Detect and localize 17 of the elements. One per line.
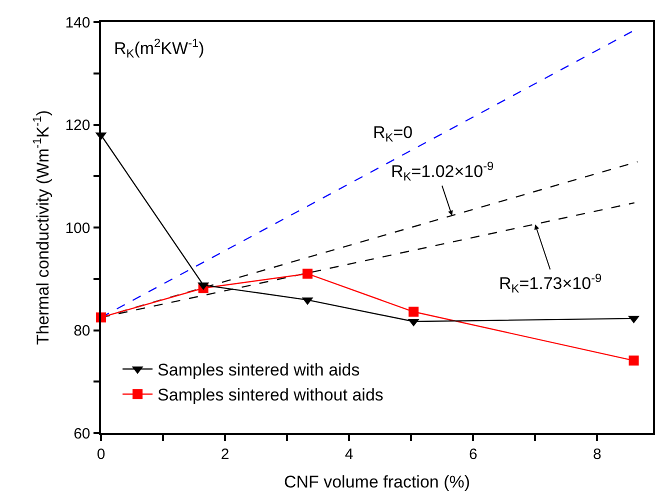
annotation: R$_{K}$=0 xyxy=(373,123,413,145)
x-tick-label: 0 xyxy=(96,446,106,463)
annotation: R$_{K}$=1.02×10$^{-9}$ xyxy=(391,159,494,184)
x-tick-label: 8 xyxy=(593,446,602,463)
legend-label: Samples sintered without aids xyxy=(158,386,384,405)
y-tick-label: 80 xyxy=(74,322,90,340)
y-tick-label: 120 xyxy=(65,117,90,134)
x-tick-label: 4 xyxy=(344,446,354,463)
x-tick-label: 6 xyxy=(468,446,478,463)
x-tick-label: 2 xyxy=(220,446,230,463)
y-tick-label: 140 xyxy=(65,14,90,32)
legend-label: Samples sintered with aids xyxy=(158,360,360,380)
annotation: R$_{K}$(m$^{2}$KW$^{-1}$) xyxy=(114,36,204,61)
y-tick-label: 60 xyxy=(74,425,90,442)
x-axis-title: CNF volume fraction (%) xyxy=(284,472,470,492)
annotation: R$_{K}$=1.73×10$^{-9}$ xyxy=(499,271,602,296)
y-tick-label: 100 xyxy=(65,220,90,237)
